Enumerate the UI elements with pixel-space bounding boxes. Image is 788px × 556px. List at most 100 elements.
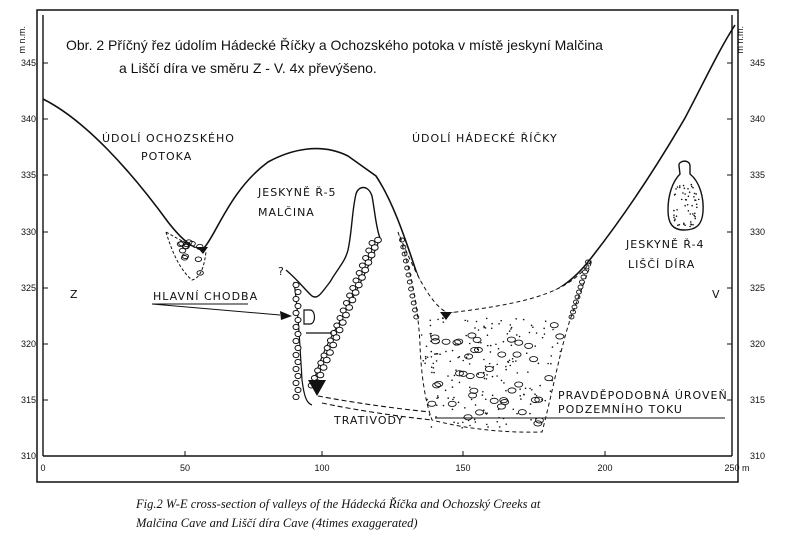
cave-fill-dot [684, 198, 687, 201]
sediment-dot [437, 396, 439, 399]
sediment-dot [430, 426, 433, 428]
sediment-dot [528, 331, 531, 334]
gravel-pebble [514, 381, 524, 388]
y-tick-left-320: 320 [21, 339, 36, 349]
sediment-dot [435, 353, 438, 355]
gravel-pebble [410, 300, 417, 306]
sediment-dot [495, 343, 497, 346]
gravel-pebble [484, 366, 494, 373]
gravel-pebble [530, 396, 540, 404]
cave-pebble [292, 295, 300, 303]
passage-profile-d [303, 309, 316, 325]
figure-frame [36, 9, 739, 483]
label-ochoz-valley: ÚDOLÍ OCHOZSKÉHO [102, 132, 235, 145]
sediment-dot [483, 326, 485, 329]
sediment-dot [468, 363, 471, 365]
cave-fill-dot [692, 186, 694, 189]
cave-fill-dot [682, 192, 684, 194]
y-tick-right-320: 320 [750, 339, 765, 349]
cave-pebble [292, 365, 300, 373]
gravel-pebble [401, 251, 408, 257]
gravel-pebble [576, 289, 582, 295]
sediment-dot [506, 332, 509, 335]
y-tick-right-325: 325 [750, 283, 765, 293]
sediment-dot [484, 327, 487, 329]
cave-pebble [294, 288, 302, 296]
sediment-dot [534, 393, 536, 396]
cave-fill-dot [689, 213, 692, 215]
cave-fill-dot [675, 215, 678, 218]
cave-fill-dot [691, 204, 693, 207]
sediment-dot [487, 426, 489, 428]
sediment-dot [432, 367, 435, 369]
sediment-dot [458, 355, 461, 358]
y-tick-left-345: 345 [21, 58, 36, 68]
sediment-dot [550, 355, 553, 357]
y-unit-left: m n.m. [17, 26, 27, 54]
cave-pebble [345, 304, 354, 311]
sediment-dot [480, 341, 482, 344]
sediment-dot [535, 395, 538, 397]
cave-fill-dot [684, 224, 686, 227]
gravel-pebble [452, 339, 462, 346]
cave-fill-dot [673, 216, 675, 219]
gravel-pebble [469, 387, 479, 394]
label-malcina-1: JESKYNĚ Ř-5 [257, 186, 337, 199]
cave-fill-dot [686, 203, 689, 206]
y-tick-left-340: 340 [21, 114, 36, 124]
gravel-pebble [178, 247, 187, 254]
sediment-dot [519, 394, 522, 397]
gravel-pebble [399, 237, 405, 243]
gravel-pebble [463, 414, 473, 421]
gravel-pebble [577, 284, 584, 290]
y-tick-left-330: 330 [21, 227, 36, 237]
cave-pebble [364, 259, 373, 266]
cave-fill-dot [696, 206, 698, 209]
sediment-dot [498, 322, 500, 325]
x-unit-label: 250 m [724, 463, 749, 473]
sediment-dot [465, 356, 468, 359]
sediment-dot [516, 372, 519, 374]
sediment-dot [486, 374, 488, 376]
cave-fill-dot [674, 193, 677, 196]
cave-fill-dot [673, 219, 676, 222]
sediment-dot [430, 355, 433, 358]
gravel-pebble [182, 243, 190, 250]
gravel-pebble [467, 332, 477, 339]
gravel-pebble [409, 293, 416, 299]
sediment-dot [489, 351, 492, 353]
gravel-pebble [582, 269, 588, 275]
hlavni-chodba-leader [151, 303, 281, 316]
y-tick-left-310: 310 [21, 451, 36, 461]
sediment-dot [524, 387, 527, 390]
sediment-dot [452, 398, 454, 401]
gravel-pebble [507, 387, 517, 394]
sediment-dot [451, 349, 454, 352]
cave-fill-dot [689, 221, 692, 223]
cave-fill-dot [678, 223, 681, 226]
cave-fill-dot [697, 198, 700, 201]
figure-title-line1: Obr. 2 Příčný řez údolím Hádecké Říčky a… [66, 37, 603, 53]
sediment-dot [509, 364, 512, 367]
cave-fill-dot [683, 223, 685, 225]
gravel-pebble [402, 258, 409, 264]
sediment-dot [500, 379, 503, 382]
y-tick-right-340: 340 [750, 114, 765, 124]
sediment-dot [530, 418, 532, 421]
sediment-dot [485, 378, 488, 380]
cave-pebble [322, 356, 331, 364]
sediment-dot [498, 426, 501, 428]
sediment-dot [435, 404, 438, 407]
cave-fill-dot [691, 213, 694, 215]
gravel-pebble [404, 265, 411, 271]
sediment-dot [531, 389, 533, 391]
cave-pebble [292, 281, 300, 289]
sediment-dot [505, 389, 507, 392]
cave-fill-dot [678, 186, 681, 189]
sediment-dot [447, 375, 449, 377]
sediment-dot [426, 356, 429, 358]
sediment-dot [530, 324, 533, 327]
gravel-pebble [180, 255, 189, 261]
sediment-dot [434, 353, 436, 355]
sediment-dot [485, 423, 488, 426]
